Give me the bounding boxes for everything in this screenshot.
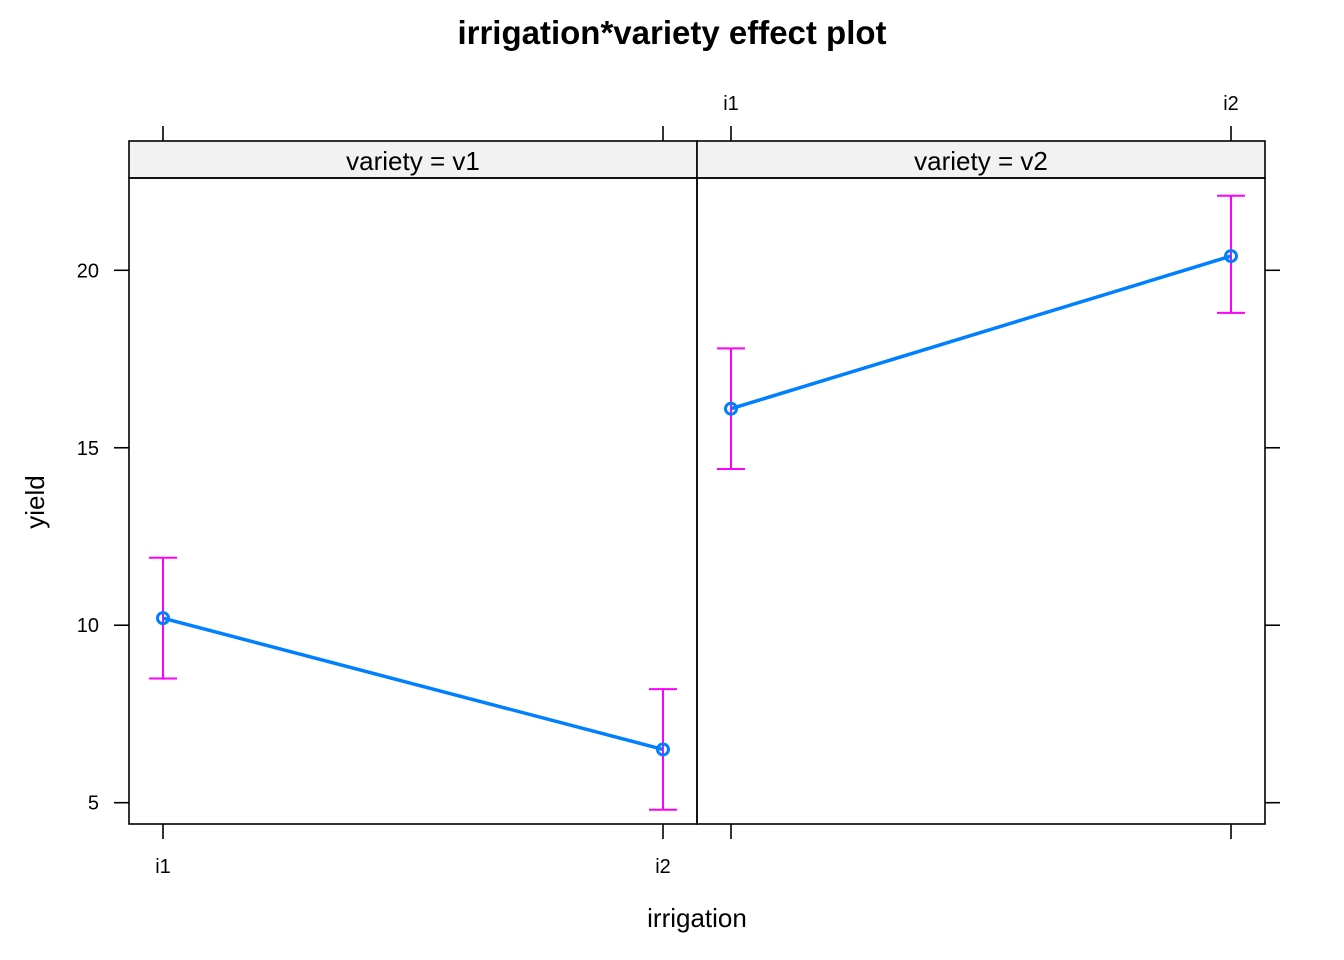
panel-border bbox=[129, 178, 697, 824]
series-line bbox=[731, 256, 1231, 409]
series-line bbox=[163, 618, 663, 749]
panel-2: variety = v2 i1 i2 bbox=[697, 93, 1280, 839]
chart-title: irrigation*variety effect plot bbox=[457, 14, 886, 51]
y-tick-label: 5 bbox=[88, 793, 99, 815]
y-axis-label: yield bbox=[20, 475, 50, 528]
y-tick-label: 15 bbox=[77, 438, 99, 460]
y-tick-label: 10 bbox=[77, 615, 99, 637]
strip-label: variety = v2 bbox=[914, 146, 1048, 176]
panel-border bbox=[697, 178, 1265, 824]
strip-label: variety = v1 bbox=[346, 146, 480, 176]
x-tick-label: i1 bbox=[155, 856, 171, 878]
x-tick-label-top: i1 bbox=[723, 93, 739, 115]
x-axis-label: irrigation bbox=[647, 903, 747, 933]
panel-1: variety = v1 i1 i2 5 10 15 20 bbox=[77, 126, 697, 878]
panels-layer: variety = v1 i1 i2 5 10 15 20 variety = v2 i1 i2 bbox=[77, 93, 1280, 878]
y-tick-label: 20 bbox=[77, 260, 99, 282]
x-tick-label: i2 bbox=[655, 856, 671, 878]
x-tick-label-top: i2 bbox=[1223, 93, 1239, 115]
